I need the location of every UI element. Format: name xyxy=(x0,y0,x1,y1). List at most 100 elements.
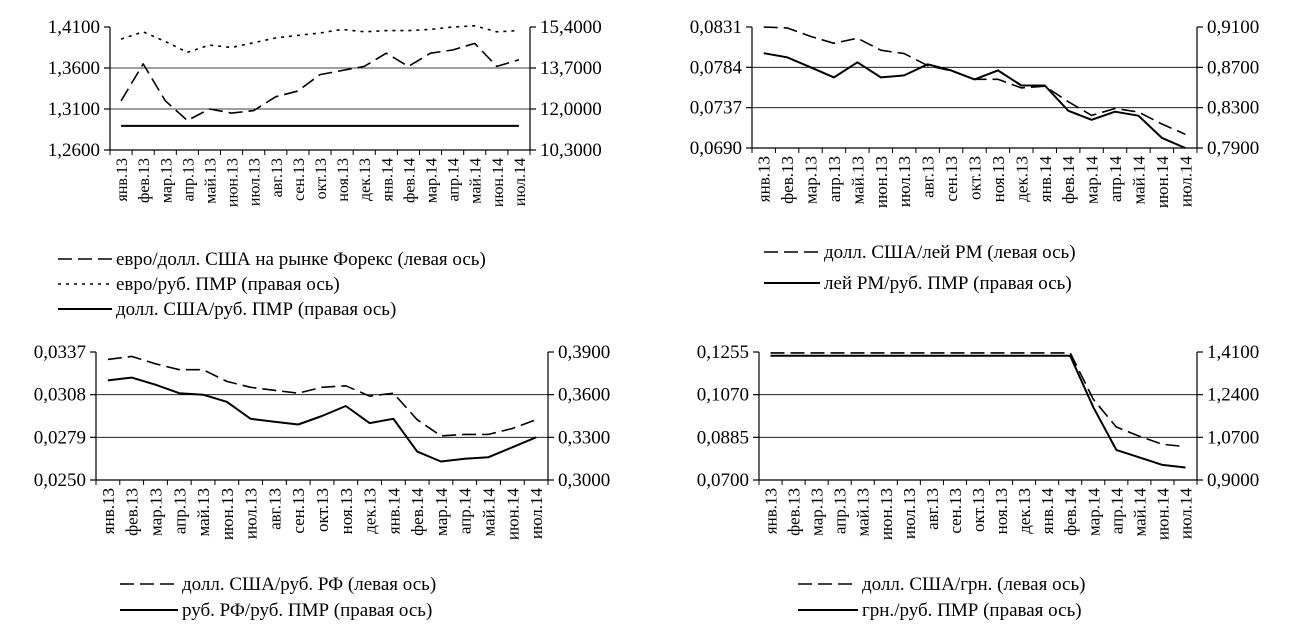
x-tick-label: фев.14 xyxy=(401,158,418,203)
series-line-1 xyxy=(120,42,520,122)
left-tick-label: 0,0700 xyxy=(697,470,749,491)
left-tick-label: 0,0784 xyxy=(690,57,743,78)
right-tick-label: 0,9000 xyxy=(1207,470,1259,491)
left-tick-label: 0,0885 xyxy=(697,427,749,448)
x-tick-label: май.13 xyxy=(194,488,213,537)
x-tick-label: янв.14 xyxy=(379,158,396,201)
x-tick-label: янв.14 xyxy=(1036,156,1055,203)
x-tick-label: дек.13 xyxy=(1015,488,1034,534)
right-tick-label: 0,3000 xyxy=(558,470,610,491)
left-tick-label: 0,0337 xyxy=(34,342,86,363)
x-tick-label: июл.13 xyxy=(247,158,264,206)
legend-label: долл. США/руб. ПМР (правая ось) xyxy=(116,299,396,320)
chart-1: 1,4100 1,3600 1,3100 1,2600 15,4000 13,7000 12… xyxy=(48,17,602,320)
left-tick-label: 1,4100 xyxy=(48,17,100,38)
left-tick-label: 1,3600 xyxy=(48,58,100,79)
x-tick-label: фев.13 xyxy=(123,488,142,536)
left-tick-label: 0,0279 xyxy=(34,427,86,448)
series-line-2 xyxy=(107,376,537,463)
right-tick-label: 0,9100 xyxy=(1207,17,1259,38)
x-tick-label: июл.14 xyxy=(1176,488,1195,540)
x-tick-label: июн.13 xyxy=(877,488,896,540)
x-tick-label: фев.14 xyxy=(1061,488,1080,536)
x-tick-label: сен.13 xyxy=(946,488,965,534)
x-tick-label: мар.13 xyxy=(158,158,175,203)
chart-2: 0,0831 0,0784 0,0737 0,0690 0,9100 0,8700 0,83… xyxy=(690,17,1260,294)
x-tick-label: июн.14 xyxy=(490,158,507,207)
x-tick-label: ноя.13 xyxy=(992,488,1011,534)
x-tick-label: сен.13 xyxy=(291,158,308,201)
x-tick-label: май.14 xyxy=(468,158,485,204)
series-line-2 xyxy=(770,354,1186,469)
right-tick-label: 0,3300 xyxy=(558,427,610,448)
x-tick-label: май.14 xyxy=(480,488,499,537)
left-tick-label: 0,0737 xyxy=(690,98,742,119)
x-tick-label: апр.13 xyxy=(180,158,197,201)
x-tick-label: июл.14 xyxy=(527,488,546,540)
series-line-1 xyxy=(763,26,1186,136)
series-line-1 xyxy=(107,355,537,437)
x-tick-label: ноя.13 xyxy=(337,488,356,534)
left-tick-label: 0,0831 xyxy=(690,17,742,38)
left-tick-label: 0,1255 xyxy=(697,342,749,363)
chart-4: 0,1255 0,1070 0,0885 0,0700 1,4100 1,2400 1,07… xyxy=(697,342,1260,621)
x-tick-label: июн.13 xyxy=(225,158,242,207)
x-tick-label: мар.14 xyxy=(424,158,441,203)
right-tick-label: 0,8700 xyxy=(1207,57,1259,78)
x-tick-label: апр.13 xyxy=(170,488,189,534)
x-tick-label: сен.13 xyxy=(289,488,308,534)
x-tick-label: май.13 xyxy=(202,158,219,204)
x-tick-label: июл.13 xyxy=(242,488,261,539)
x-tick-label: дек.13 xyxy=(1012,156,1031,202)
x-tick-label: авг.13 xyxy=(919,156,938,198)
x-tick-label: май.13 xyxy=(854,488,873,537)
x-tick-label: авг.13 xyxy=(265,488,284,530)
left-tick-label: 1,3100 xyxy=(48,99,100,120)
x-tick-label: ноя.13 xyxy=(989,156,1008,202)
x-tick-label: янв.13 xyxy=(99,488,118,534)
series-line-2 xyxy=(120,24,519,54)
x-tick-label: июл.13 xyxy=(900,488,919,539)
legend-label: евро/долл. США на рынке Форекс (левая ос… xyxy=(116,249,486,270)
x-tick-label: апр.13 xyxy=(825,156,844,202)
x-tick-label: июн.13 xyxy=(218,488,237,540)
x-tick-label: май.14 xyxy=(1129,156,1148,205)
x-tick-label: мар.14 xyxy=(1084,488,1103,536)
right-tick-label: 15,4000 xyxy=(540,17,602,38)
x-tick-label: май.14 xyxy=(1130,488,1149,537)
x-tick-label: мар.14 xyxy=(432,488,451,536)
x-tick-label: июн.14 xyxy=(503,488,522,541)
x-tick-label: июл.14 xyxy=(1176,156,1195,208)
x-tick-label: июн.13 xyxy=(872,156,891,208)
x-tick-label: авг.13 xyxy=(923,488,942,530)
legend-label: руб. РФ/руб. ПМР (правая ось) xyxy=(182,600,432,621)
x-tick-label: окт.13 xyxy=(966,156,985,200)
x-tick-label: фев.13 xyxy=(778,156,797,204)
x-tick-label: июл.13 xyxy=(895,156,914,207)
right-tick-label: 13,7000 xyxy=(540,58,602,79)
x-tick-label: фев.14 xyxy=(408,488,427,536)
x-tick-label: мар.13 xyxy=(802,156,821,204)
right-tick-label: 0,3600 xyxy=(558,385,610,406)
right-tick-label: 0,3900 xyxy=(558,342,610,363)
legend-label: долл. США/лей РМ (левая ось) xyxy=(824,242,1076,263)
left-tick-label: 0,0690 xyxy=(690,138,742,159)
series-line-2 xyxy=(763,52,1186,149)
x-tick-label: ноя.13 xyxy=(335,158,352,202)
right-tick-label: 1,4100 xyxy=(1207,342,1259,363)
legend-label: грн./руб. ПМР (правая ось) xyxy=(862,600,1082,621)
right-tick-label: 10,3000 xyxy=(540,140,602,161)
x-tick-label: мар.13 xyxy=(146,488,165,536)
x-tick-label: май.13 xyxy=(848,156,867,205)
x-tick-label: окт.13 xyxy=(313,488,332,532)
x-tick-label: апр.14 xyxy=(1106,156,1125,203)
x-tick-label: окт.13 xyxy=(969,488,988,532)
x-tick-label: июн.14 xyxy=(1153,156,1172,209)
x-tick-label: янв.14 xyxy=(384,488,403,535)
legend-label: долл. США/руб. РФ (левая ось) xyxy=(182,574,436,595)
legend-label: евро/руб. ПМР (правая ось) xyxy=(116,274,340,295)
legend-label: лей РМ/руб. ПМР (правая ось) xyxy=(824,273,1072,294)
x-tick-label: фев.13 xyxy=(785,488,804,536)
chart-3: 0,0337 0,0308 0,0279 0,0250 0,3900 0,3600 0,33… xyxy=(34,342,611,621)
